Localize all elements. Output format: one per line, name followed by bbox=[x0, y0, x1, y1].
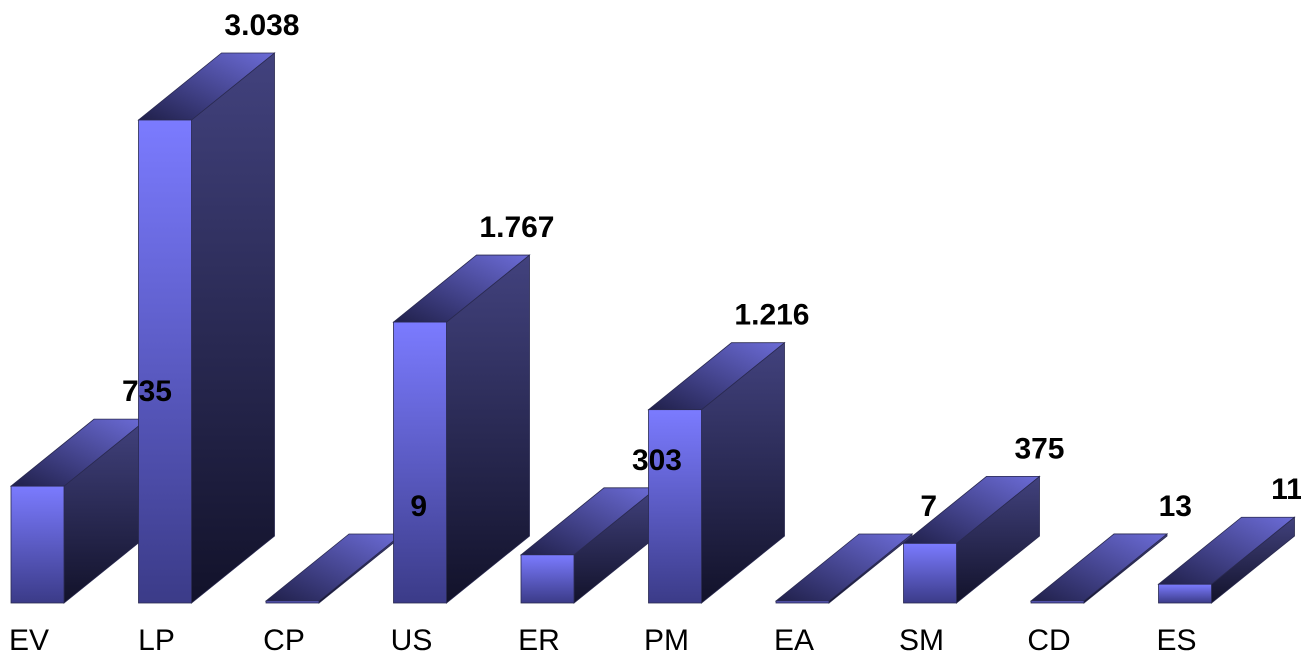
category-label-cp: CP bbox=[263, 624, 305, 656]
value-label-ev: 735 bbox=[122, 375, 172, 408]
bar-ev bbox=[9, 418, 149, 604]
bar-front-face bbox=[265, 600, 320, 604]
bar-er bbox=[519, 486, 659, 604]
category-label-pm: PM bbox=[644, 624, 689, 656]
category-label-er: ER bbox=[518, 624, 560, 656]
bar-front-face bbox=[1030, 600, 1085, 604]
category-label-es: ES bbox=[1156, 624, 1196, 656]
category-label-lp: LP bbox=[138, 624, 175, 656]
value-label-sm: 375 bbox=[1014, 432, 1064, 465]
category-label-sm: SM bbox=[899, 624, 944, 656]
category-label-us: US bbox=[391, 624, 433, 656]
value-label-ea: 7 bbox=[920, 490, 937, 523]
value-label-pm: 1.216 bbox=[734, 299, 809, 332]
bar-front-face bbox=[648, 409, 702, 604]
bars-group bbox=[9, 52, 1296, 604]
bar-pm bbox=[647, 341, 786, 604]
value-label-es: 118 bbox=[1271, 473, 1301, 506]
category-labels-group: EV LP CP US ER PM EA SM CD ES bbox=[9, 624, 1197, 656]
value-label-er: 303 bbox=[632, 444, 682, 477]
bar-front-face bbox=[775, 600, 830, 604]
bar-side-face bbox=[191, 52, 275, 604]
bar-es bbox=[1157, 516, 1296, 604]
bar-front-face bbox=[10, 485, 65, 604]
bar-sm bbox=[902, 475, 1041, 604]
value-label-cd: 13 bbox=[1159, 490, 1192, 523]
bar-front-face bbox=[138, 119, 192, 604]
category-label-ev: EV bbox=[9, 624, 49, 656]
category-label-cd: CD bbox=[1027, 624, 1070, 656]
bar-cp bbox=[264, 533, 404, 604]
value-label-lp: 3.038 bbox=[224, 9, 299, 42]
bar-us bbox=[392, 254, 531, 604]
bar-front-face bbox=[520, 554, 575, 604]
value-label-us: 1.767 bbox=[479, 211, 554, 244]
bar-lp bbox=[137, 52, 276, 604]
bar-ea bbox=[774, 533, 914, 604]
bar-front-face bbox=[1158, 583, 1212, 604]
value-labels-group: 735 3.038 9 1.767 303 1.216 7 375 13 118 bbox=[122, 9, 1301, 523]
category-label-ea: EA bbox=[774, 624, 814, 656]
value-label-cp: 9 bbox=[410, 490, 427, 523]
bar-front-face bbox=[393, 321, 447, 604]
bar-cd bbox=[1029, 533, 1169, 604]
bar-front-face bbox=[903, 542, 957, 604]
